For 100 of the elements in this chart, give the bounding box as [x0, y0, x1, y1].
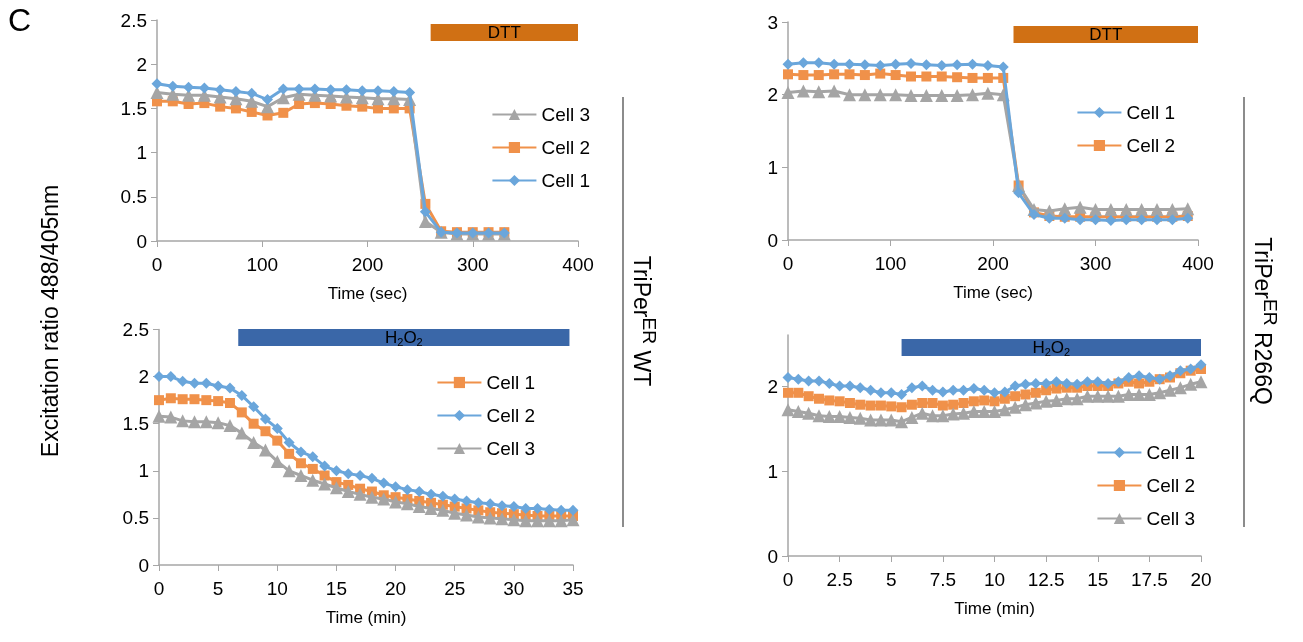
x-tick-label: 300	[1079, 253, 1112, 274]
point	[978, 384, 990, 396]
point	[921, 71, 932, 82]
point	[277, 83, 289, 95]
point	[967, 72, 978, 83]
point	[1122, 388, 1136, 401]
x-tick-label: 200	[351, 254, 384, 275]
point	[859, 59, 871, 71]
point	[797, 57, 809, 69]
point	[1013, 187, 1025, 199]
point	[875, 387, 887, 399]
point	[927, 398, 938, 408]
point	[812, 409, 826, 423]
x-tick-label: 0	[151, 254, 163, 275]
point	[782, 372, 794, 383]
point	[865, 400, 876, 411]
point	[1184, 377, 1198, 391]
point	[916, 380, 928, 392]
point	[950, 88, 964, 102]
point	[998, 403, 1012, 417]
point	[906, 399, 917, 410]
point	[278, 107, 289, 118]
point	[1101, 389, 1115, 403]
point	[1010, 391, 1021, 402]
point	[449, 493, 461, 505]
point	[164, 410, 178, 424]
point	[958, 398, 969, 408]
legend-label: Cell 2	[1146, 475, 1195, 496]
point	[966, 88, 979, 102]
point	[1030, 387, 1041, 398]
point	[262, 94, 274, 106]
point	[555, 504, 567, 516]
point	[211, 416, 225, 430]
point	[307, 451, 319, 463]
point	[1029, 396, 1043, 410]
legend-label: Cell 1	[1146, 442, 1195, 463]
point	[1081, 376, 1093, 388]
y-tick-label: 2	[767, 84, 778, 106]
point	[915, 406, 929, 420]
point	[448, 506, 462, 520]
point	[937, 386, 949, 398]
point	[236, 407, 247, 418]
point	[977, 405, 991, 418]
point	[812, 85, 826, 99]
band-label: DTT	[1089, 25, 1123, 44]
point	[843, 410, 857, 424]
y-tick-label: 1	[138, 460, 149, 482]
point	[342, 468, 354, 480]
x-tick-label: 0	[782, 569, 794, 590]
point	[1039, 394, 1053, 408]
point	[189, 394, 200, 405]
point	[989, 387, 1000, 399]
point	[1050, 376, 1062, 388]
point	[874, 60, 886, 72]
point	[1132, 388, 1146, 401]
point	[1163, 383, 1177, 397]
point	[979, 395, 990, 406]
point	[151, 78, 163, 90]
point	[567, 504, 579, 516]
point	[829, 69, 840, 80]
point	[967, 58, 978, 70]
point	[844, 398, 855, 408]
point	[353, 487, 367, 501]
legend-label: Cell 3	[486, 438, 535, 459]
point	[1051, 383, 1062, 394]
point	[484, 498, 496, 510]
point	[199, 415, 213, 429]
point	[354, 470, 366, 482]
point	[981, 86, 995, 100]
point	[865, 384, 877, 396]
y-tick-label: 1	[767, 156, 778, 178]
point	[1061, 377, 1073, 389]
point	[365, 490, 379, 504]
point	[1092, 376, 1104, 388]
point	[1133, 370, 1145, 382]
point	[854, 382, 866, 394]
point	[896, 402, 907, 413]
x-tick-label: 0	[782, 253, 794, 274]
point	[1074, 214, 1086, 226]
point	[554, 514, 568, 528]
band-label: DTT	[487, 23, 521, 42]
point	[937, 400, 948, 411]
y-tick-label: 0.5	[122, 507, 149, 529]
point	[282, 464, 296, 478]
point	[293, 83, 305, 95]
point	[272, 435, 283, 446]
point	[519, 514, 533, 528]
point	[436, 503, 450, 517]
x-axis-title: Time (min)	[954, 599, 1035, 618]
point	[905, 410, 919, 424]
point	[236, 389, 248, 401]
point	[919, 88, 933, 102]
point	[1080, 389, 1094, 403]
point	[948, 399, 959, 410]
point	[952, 72, 963, 83]
point	[461, 495, 473, 507]
x-tick-label: 10	[266, 578, 288, 599]
point	[796, 84, 810, 98]
point	[213, 396, 224, 407]
point	[235, 426, 249, 440]
